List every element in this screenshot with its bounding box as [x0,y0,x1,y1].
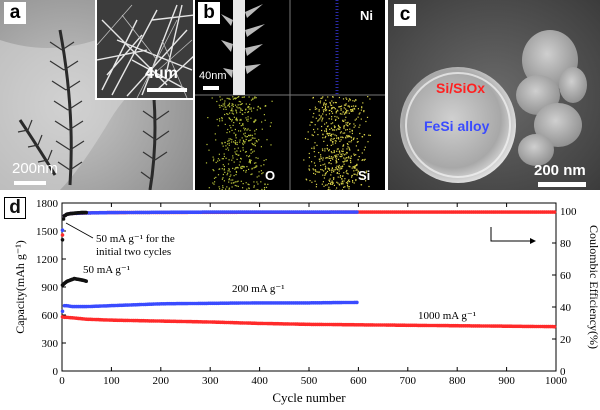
inset-scale-label: 4um [145,65,178,82]
axis-indicator-line [490,227,530,242]
x-tick-label: 800 [449,375,466,387]
sem-scale-bar [538,182,586,187]
x-tick-label: 300 [202,375,219,387]
eds-scale-bar [203,86,219,90]
x-axis-label: Cycle number [272,390,346,405]
x-tick-label: 100 [103,375,120,387]
y-tick-label: 1800 [36,198,59,210]
core-label: FeSi alloy [424,118,490,134]
x-tick-label: 0 [59,375,65,387]
inset-scale-bar [147,88,187,92]
y-tick-label: 1200 [36,254,59,266]
y2-tick-label: 100 [560,206,577,218]
capacity-point [552,324,557,329]
annotation-rate-1000: 1000 mA g⁻¹ [418,310,476,322]
capacity-point [84,279,88,283]
efficiency-point [355,210,359,214]
y2-tick-label: 80 [560,238,572,250]
panel-d-label: d [4,197,26,219]
si-map-label: Si [358,168,371,183]
annotation-rate-200: 200 mA g⁻¹ [232,283,285,295]
main-scale-bar [14,181,46,185]
nanowire-inset-image [96,0,193,99]
annotation-leader [65,222,94,239]
sem-inset-nanowires: 4um [95,0,193,100]
sem-scale-label: 200 nm [534,162,586,179]
ni-map-label: Ni [360,8,373,23]
x-tick-label: 500 [301,375,318,387]
y-tick-label: 600 [42,310,59,322]
x-tick-label: 400 [251,375,268,387]
y-tick-label: 900 [42,282,59,294]
capacity-chart: 0 100 200 300 400 500 600 700 800 900 100003006009… [13,198,600,405]
panel-b-label: b [198,2,220,24]
x-tick-label: 600 [350,375,367,387]
efficiency-point [60,233,65,237]
efficiency-point [84,210,88,215]
y-axis-label: Capacity(mAh g⁻¹) [13,240,27,334]
annotation-rate-50: 50 mA g⁻¹ [83,264,130,276]
x-tick-label: 1000 [545,375,568,387]
y2-tick-label: 0 [560,366,566,378]
efficiency-point [60,228,65,232]
o-map-label: O [265,168,276,183]
panel-b-eds-maps: b 40nm Ni O Si [195,0,385,190]
y2-axis-label: Coulombic Efficiency(%) [587,225,600,349]
x-tick-label: 200 [153,375,170,387]
sem-particles-image [388,0,600,190]
y2-tick-label: 40 [560,302,572,314]
eds-map-grid [195,0,385,190]
eds-scale-label: 40nm [199,70,227,82]
capacity-point [60,309,65,314]
efficiency-point [60,238,65,242]
panel-a-label: a [4,2,26,24]
panel-d-cycling-chart: d 0 100 200 300 400 500 600 700 800 900 1000 0 300 60… [0,193,600,410]
y-tick-label: 1500 [36,226,59,238]
efficiency-point [61,217,66,221]
y-tick-label: 300 [42,338,59,350]
shell-label: Si/SiOx [436,80,486,96]
panel-c-label: c [394,4,416,26]
annotation-initial-cycles-1: 50 mA g⁻¹ for the [96,233,175,245]
efficiency-point [552,210,557,214]
panel-c-sem-image: c Si/SiOx FeSi alloy 200 nm [388,0,600,190]
main-scale-label: 200nm [12,160,58,177]
panel-a-tem-image: 4um a 200nm [0,0,193,190]
x-tick-label: 700 [400,375,417,387]
y2-tick-label: 20 [560,334,572,346]
axis-indicator-arrow [530,238,536,244]
x-tick-label: 900 [498,375,515,387]
plot-frame [61,202,557,372]
y2-tick-label: 60 [560,270,572,282]
annotation-initial-cycles-2: initial two cycles [96,246,171,258]
y-tick-label: 0 [53,366,59,378]
capacity-point [355,300,359,305]
